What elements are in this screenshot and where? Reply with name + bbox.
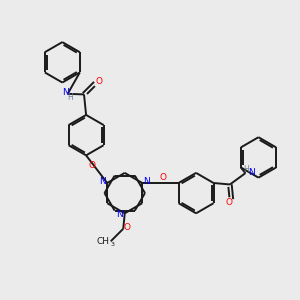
Text: H: H bbox=[243, 165, 249, 174]
Text: O: O bbox=[95, 77, 102, 86]
Text: N: N bbox=[99, 177, 106, 186]
Text: N: N bbox=[62, 88, 69, 98]
Text: O: O bbox=[159, 173, 166, 182]
Text: O: O bbox=[89, 161, 96, 170]
Text: H: H bbox=[67, 94, 73, 103]
Text: N: N bbox=[117, 210, 123, 219]
Text: CH: CH bbox=[96, 237, 109, 246]
Text: N: N bbox=[144, 177, 150, 186]
Text: 3: 3 bbox=[111, 242, 115, 247]
Text: N: N bbox=[248, 168, 255, 177]
Text: O: O bbox=[123, 224, 130, 232]
Text: O: O bbox=[226, 198, 232, 207]
